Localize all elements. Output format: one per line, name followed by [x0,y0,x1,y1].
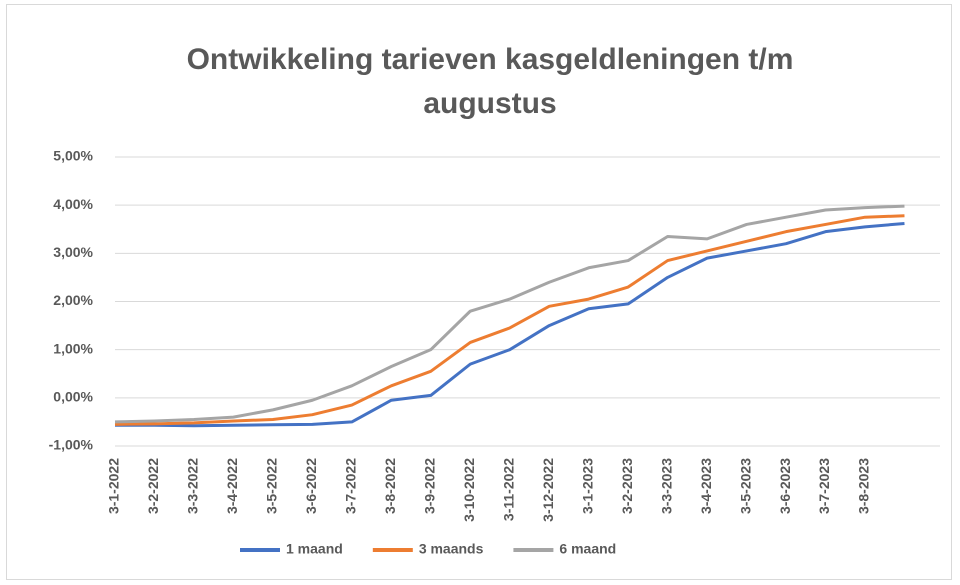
x-tick-label: 3-8-2023 [856,458,872,514]
y-tick-label: 2,00% [53,292,93,308]
x-tick-label: 3-4-2023 [698,458,714,514]
x-tick-label: 3-5-2022 [264,458,280,514]
legend-label: 3 maands [419,541,484,557]
y-tick-label: 1,00% [53,340,93,356]
x-tick-label: 3-2-2023 [619,458,635,514]
x-tick-label: 3-5-2023 [737,458,753,514]
chart-frame [6,4,952,580]
x-tick-label: 3-6-2022 [303,458,319,514]
series-line [115,221,905,428]
x-tick-label: 3-10-2022 [461,458,477,522]
x-tick-label: 3-1-2023 [579,458,595,514]
x-tick-label: 3-8-2022 [382,458,398,514]
series-line [114,214,905,426]
y-tick-label: 4,00% [53,196,93,212]
x-tick-label: 3-3-2022 [185,458,201,514]
x-tick-label: 3-7-2022 [343,458,359,514]
x-tick-label: 3-4-2022 [224,458,240,514]
x-tick-label: 3-3-2023 [658,458,674,514]
legend-label: 6 maand [559,541,616,557]
y-tick-label: -1,00% [49,437,94,453]
x-tick-label: 3-1-2022 [106,458,122,514]
chart-title: Ontwikkeling tarieven kasgeldleningen t/… [186,43,794,120]
series-line [114,204,905,424]
x-tick-label: 3-12-2022 [540,458,556,522]
y-tick-label: 3,00% [53,244,93,260]
x-tick-label: 3-11-2022 [500,458,516,521]
x-tick-label: 3-7-2023 [816,458,832,514]
x-tick-label: 3-9-2022 [421,458,437,514]
y-tick-label: 0,00% [53,389,93,405]
x-tick-label: 3-6-2023 [777,458,793,514]
x-tick-label: 3-2-2022 [145,458,161,514]
y-tick-label: 5,00% [53,148,93,164]
legend-label: 1 maand [286,541,343,557]
